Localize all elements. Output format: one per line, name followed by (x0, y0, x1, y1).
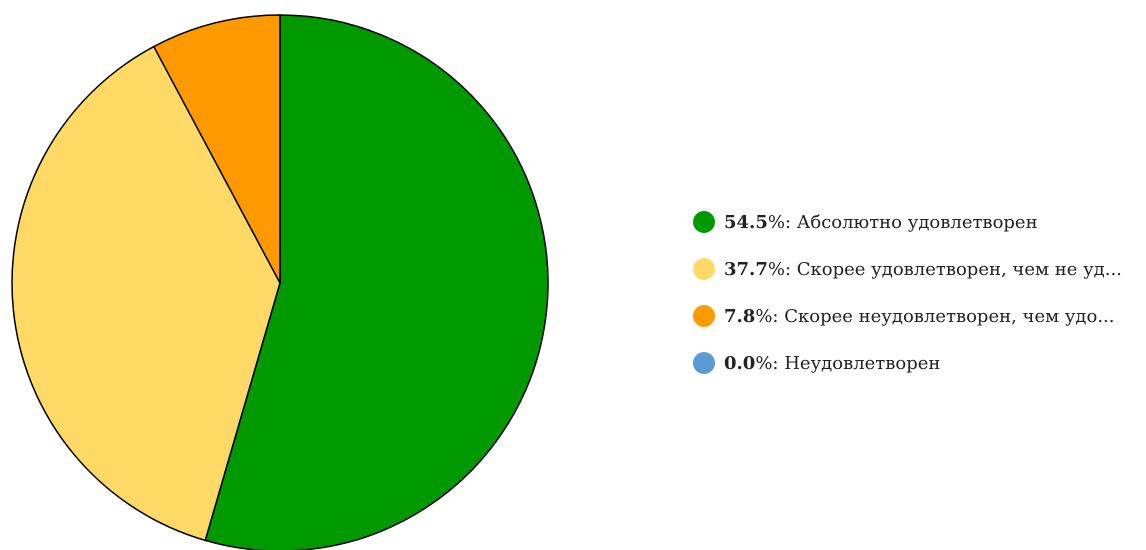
legend-label: 7.8%: Скорее неудовлетворен, чем удо... (724, 306, 1115, 327)
pie-slice-2 (11, 45, 281, 542)
legend-item: 37.7%: Скорее удовлетворен, чем не уд... (693, 258, 1122, 280)
legend-label: 37.7%: Скорее удовлетворен, чем не уд... (724, 259, 1122, 280)
legend-marker (693, 258, 715, 280)
legend-category: %: Скорее неудовлетворен, чем удо... (755, 306, 1114, 327)
legend-item: 0.0%: Неудовлетворен (693, 352, 940, 374)
pie-slice-3 (153, 14, 281, 284)
legend-category: %: Скорее удовлетворен, чем не уд... (768, 259, 1122, 280)
legend-percentage: 54.5 (724, 212, 768, 233)
legend-item: 7.8%: Скорее неудовлетворен, чем удо... (693, 305, 1115, 327)
legend-marker (693, 352, 715, 374)
legend-category: %: Абсолютно удовлетворен (768, 212, 1038, 233)
pie-slice-1 (204, 14, 549, 550)
pie-slices (11, 14, 549, 550)
legend-percentage: 37.7 (724, 259, 768, 280)
legend-label: 0.0%: Неудовлетворен (724, 353, 940, 374)
legend-percentage: 0.0 (724, 353, 755, 374)
legend-marker (693, 211, 715, 233)
legend-percentage: 7.8 (724, 306, 755, 327)
legend-category: %: Неудовлетворен (755, 353, 940, 374)
legend-marker (693, 305, 715, 327)
legend-item: 54.5%: Абсолютно удовлетворен (693, 211, 1038, 233)
legend-label: 54.5%: Абсолютно удовлетворен (724, 212, 1038, 233)
